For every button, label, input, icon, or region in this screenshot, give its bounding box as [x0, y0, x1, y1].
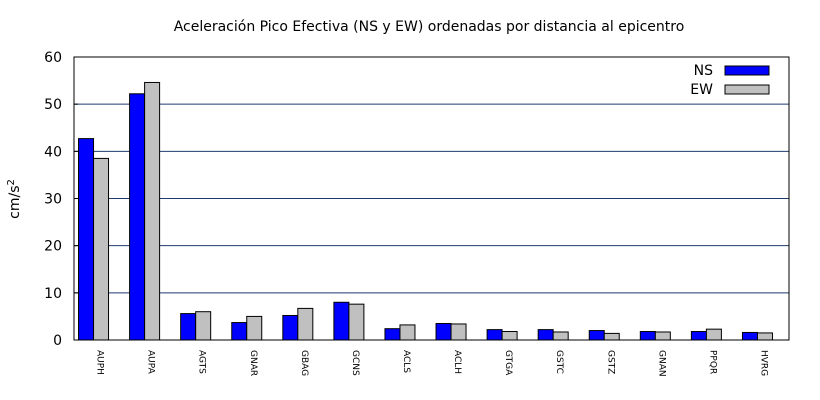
bar-ns-hvrg [741, 331, 758, 341]
x-tick-label: GTGA [503, 350, 513, 376]
x-tick-label: GNAN [656, 350, 666, 377]
y-tick-label: 40 [44, 144, 62, 160]
bar-ns-auph [78, 138, 95, 341]
x-tick-label: GSTZ [605, 350, 615, 374]
bar-ns-gstc [537, 329, 554, 341]
bar-ew-ppqr [705, 328, 722, 341]
gridlines [74, 103, 789, 294]
bar-ew-agts [195, 311, 212, 341]
bar-ew-gnar [246, 315, 263, 341]
bar-ew-gtga [501, 331, 518, 341]
bar-ns-gstz [588, 330, 605, 341]
y-axis-label-exponent: 2 [6, 179, 17, 185]
bar-ew-gbag [297, 307, 314, 341]
bar-ns-gtga [486, 329, 503, 341]
x-tick-label: ACLS [401, 350, 411, 373]
bar-ns-gnar [231, 322, 248, 341]
bar-ns-gcns [333, 301, 350, 341]
legend-label: EW [690, 82, 713, 98]
legend-label: NS [694, 63, 713, 79]
bar-ew-hvrg [756, 332, 773, 341]
bar-ns-aupa [129, 93, 146, 341]
bar-ew-aclh [450, 323, 467, 341]
x-tick-label: GNAR [248, 350, 258, 376]
bar-ew-gcns [348, 303, 365, 341]
y-tick-label: 10 [44, 286, 62, 302]
bar-ns-agts [180, 313, 197, 341]
x-tick-label: ACLH [452, 350, 462, 374]
bar-ns-aclh [435, 322, 452, 341]
x-tick-label: AUPA [146, 350, 156, 375]
bar-ns-ppqr [690, 331, 707, 341]
x-axis: AUPH AUPA AGTS GNAR GBAG GCNS ACLS ACLH GTGA GSTC… [95, 350, 769, 377]
bar-ns-gnan [639, 331, 656, 341]
chart-title: Aceleración Pico Efectiva (NS y EW) orde… [174, 19, 685, 35]
bar-ew-auph [93, 157, 110, 341]
y-tick-label: 30 [44, 192, 62, 208]
legend: NS EW [690, 63, 770, 98]
bar-ns-acls [384, 328, 401, 341]
bar-ew-acls [399, 324, 416, 341]
bar-ns-gbag [282, 314, 299, 341]
y-tick-label: 0 [53, 333, 62, 349]
bars [78, 81, 773, 341]
y-tick-label: 20 [44, 239, 62, 255]
x-tick-label: AGTS [197, 350, 207, 374]
x-tick-label: PPQR [707, 350, 717, 374]
x-tick-label: AUPH [95, 350, 105, 375]
y-axis-label-base: cm/s [7, 186, 23, 219]
y-tick-label: 50 [44, 97, 62, 113]
bar-ew-gnan [654, 331, 671, 341]
y-axis: 0 10 20 30 40 50 60 [44, 50, 78, 349]
x-tick-label: HVRG [758, 350, 768, 376]
y-axis-label: cm/s2 [6, 179, 24, 219]
legend-swatch [724, 84, 770, 95]
x-tick-label: GCNS [350, 350, 360, 376]
bar-ew-gstc [552, 331, 569, 341]
x-tick-label: GBAG [299, 350, 309, 376]
legend-swatch [724, 65, 770, 76]
y-tick-label: 60 [44, 50, 62, 66]
x-tick-label: GSTC [554, 350, 564, 374]
bar-ew-aupa [144, 81, 161, 341]
bar-ew-gstz [603, 332, 620, 341]
